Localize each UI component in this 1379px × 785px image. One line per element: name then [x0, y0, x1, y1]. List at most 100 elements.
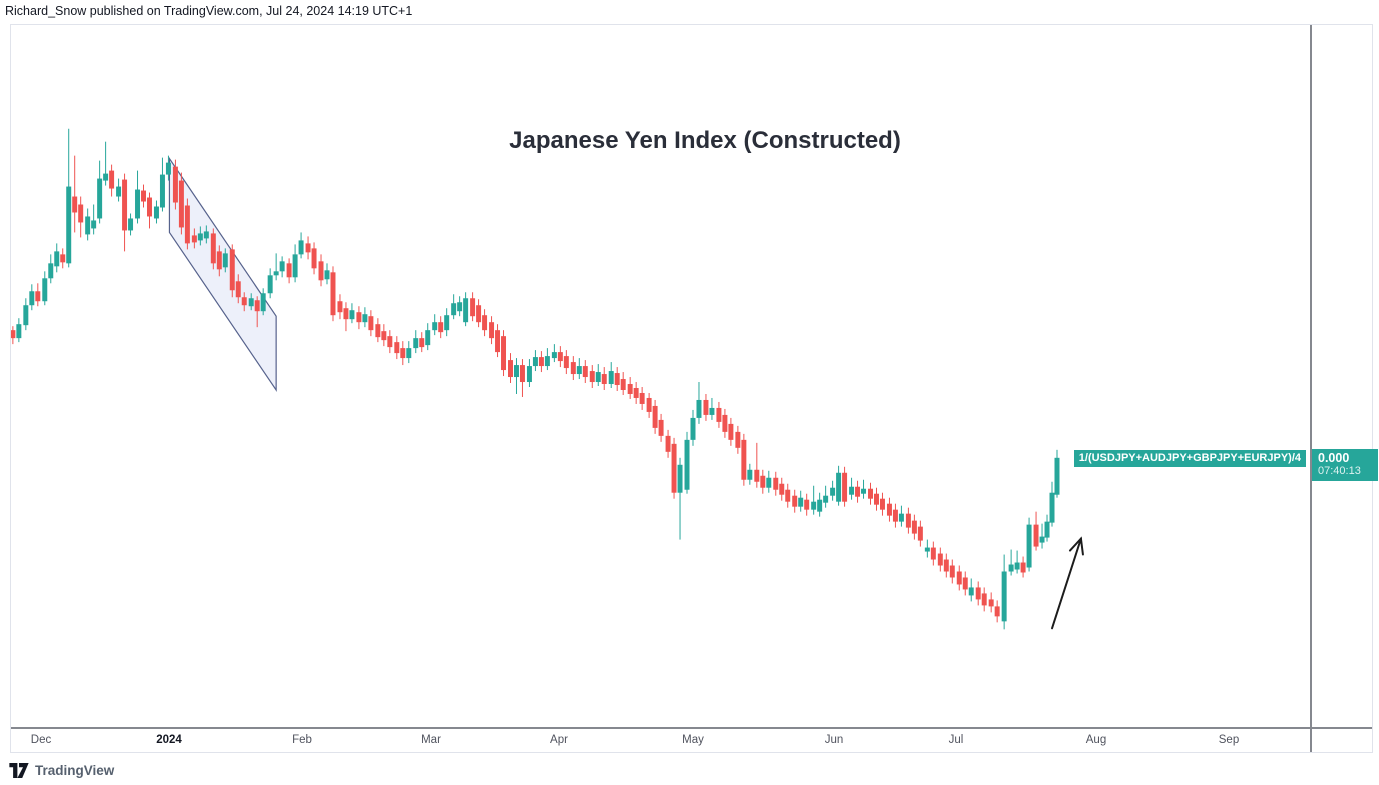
chart-title: Japanese Yen Index (Constructed): [509, 127, 901, 154]
candle: [690, 409, 696, 446]
candle: [197, 226, 203, 246]
candle: [470, 292, 476, 322]
candle: [419, 332, 425, 353]
candle: [665, 429, 671, 458]
up-arrow-annotation: [1051, 536, 1084, 630]
candle: [438, 316, 444, 339]
candle: [754, 442, 760, 488]
candle: [368, 310, 374, 337]
candle: [116, 178, 122, 202]
candle: [943, 553, 949, 578]
candle: [519, 359, 525, 397]
candle: [917, 520, 923, 547]
time-label: Mar: [421, 734, 441, 746]
candle: [260, 288, 266, 316]
candle: [988, 592, 994, 613]
candle: [582, 360, 588, 384]
tradingview-logo-icon: [9, 762, 29, 778]
candle: [994, 600, 1000, 623]
candle: [868, 482, 874, 505]
candle: [538, 351, 544, 373]
bar-countdown: 07:40:13: [1318, 465, 1361, 477]
candle: [135, 170, 141, 224]
candle: [128, 213, 134, 236]
candle: [184, 198, 190, 250]
candle: [544, 348, 550, 371]
candle: [311, 242, 317, 275]
candle: [747, 463, 753, 485]
candle: [658, 413, 664, 442]
candle: [823, 485, 829, 508]
candle: [962, 571, 968, 596]
candle: [911, 514, 917, 540]
tradingview-brand-link[interactable]: TradingView: [9, 759, 114, 781]
candle: [16, 318, 22, 343]
candle: [457, 296, 463, 317]
candle: [451, 294, 457, 320]
attribution-text: Richard_Snow published on TradingView.co…: [5, 4, 413, 18]
candle: [526, 359, 532, 388]
candle: [836, 465, 842, 506]
candle: [489, 316, 495, 345]
candle: [165, 155, 171, 181]
candle: [356, 306, 362, 330]
candle: [91, 204, 97, 235]
candle: [178, 172, 184, 235]
candle: [1014, 550, 1020, 574]
candle: [66, 128, 72, 268]
candle: [892, 503, 898, 528]
candle: [532, 350, 538, 372]
time-label: 2024: [156, 734, 182, 746]
time-axis-separator: [11, 727, 1372, 729]
price-axis-separator: [1310, 25, 1312, 752]
candle: [337, 294, 343, 320]
time-label: Jul: [948, 734, 964, 746]
candle: [375, 318, 381, 343]
last-price-badge: 0.000 07:40:13: [1312, 449, 1378, 481]
candle: [413, 330, 419, 354]
candle: [85, 208, 91, 241]
candle: [1008, 549, 1014, 576]
candle: [677, 457, 683, 540]
candle: [191, 228, 197, 249]
candle: [798, 490, 804, 512]
candle: [608, 362, 614, 389]
candle: [210, 228, 216, 270]
candle: [773, 471, 779, 496]
candle: [54, 243, 60, 273]
candle: [141, 184, 147, 208]
series-formula-badge: 1/(USDJPY+AUDJPY+GBPJPY+EURJPY)/4: [1073, 450, 1306, 467]
candle: [318, 254, 324, 287]
candle: [849, 477, 855, 500]
candle: [627, 377, 633, 399]
candle: [146, 192, 152, 229]
candle: [222, 248, 228, 273]
candle: [387, 330, 393, 354]
candle: [72, 155, 78, 233]
candle: [633, 382, 639, 404]
candle: [855, 480, 861, 503]
candle: [29, 284, 35, 311]
candle: [981, 587, 987, 612]
candle: [811, 485, 817, 515]
candle: [646, 392, 652, 418]
candle: [235, 274, 241, 304]
candle: [78, 196, 84, 238]
candle: [508, 353, 513, 384]
time-label: Dec: [30, 734, 52, 746]
candle: [873, 487, 879, 511]
candle: [716, 401, 722, 428]
candle: [595, 364, 601, 387]
candle: [109, 164, 115, 197]
candle: [1039, 523, 1045, 549]
candle: [153, 200, 159, 224]
candle: [229, 244, 235, 298]
candle: [684, 431, 690, 494]
candle: [760, 469, 766, 494]
candle: [785, 483, 791, 508]
candle: [273, 253, 279, 281]
candle: [570, 356, 576, 381]
candle: [861, 479, 867, 499]
candle: [722, 408, 728, 438]
